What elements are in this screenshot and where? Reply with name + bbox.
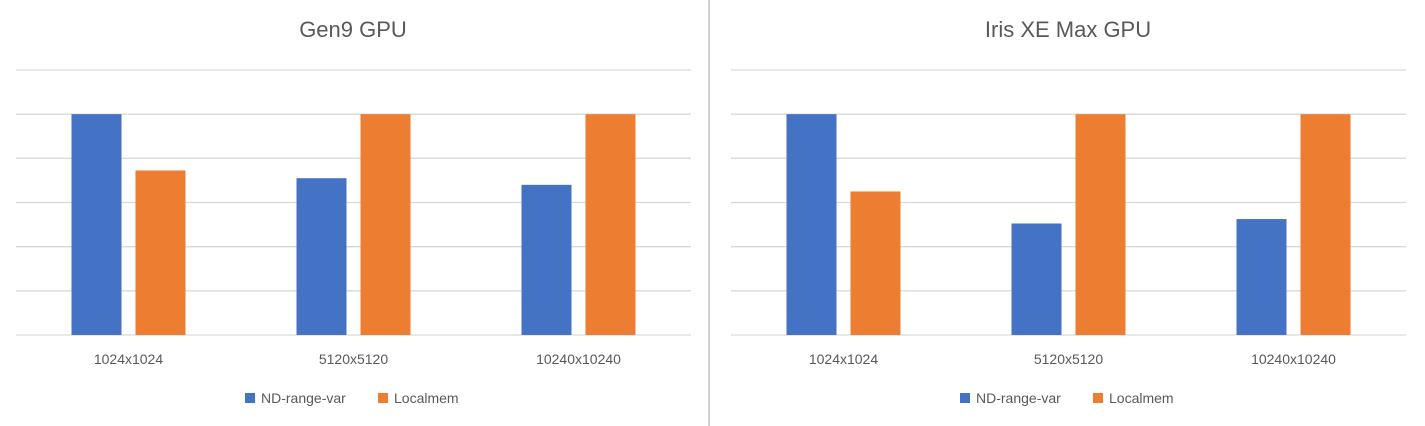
legend-swatch-nd-range-var xyxy=(960,393,970,403)
legend-label-localmem: Localmem xyxy=(1109,390,1174,406)
bar-nd-range-var-10240x10240 xyxy=(521,184,572,335)
legend-label-nd-range-var: ND-range-var xyxy=(976,390,1061,406)
bar-localmem-10240x10240 xyxy=(1300,114,1351,336)
x-tick-label: 1024x1024 xyxy=(94,351,164,367)
bar-nd-range-var-5120x5120 xyxy=(1011,223,1062,335)
x-tick-label: 5120x5120 xyxy=(1034,351,1104,367)
x-tick-labels: 1024x1024 5120x5120 10240x10240 xyxy=(94,351,621,367)
bar-nd-range-var-5120x5120 xyxy=(296,178,347,335)
x-tick-labels: 1024x1024 5120x5120 10240x10240 xyxy=(809,351,1336,367)
chart-title: Iris XE Max GPU xyxy=(985,17,1151,42)
legend-swatch-localmem xyxy=(1093,393,1103,403)
bar-localmem-10240x10240 xyxy=(585,114,636,336)
bar-localmem-1024x1024 xyxy=(135,170,186,335)
legend-swatch-nd-range-var xyxy=(245,393,255,403)
bars xyxy=(786,114,1351,336)
legend-label-nd-range-var: ND-range-var xyxy=(261,390,346,406)
bar-localmem-1024x1024 xyxy=(850,191,901,335)
legend-swatch-localmem xyxy=(378,393,388,403)
legend-label-localmem: Localmem xyxy=(394,390,459,406)
chart-title: Gen9 GPU xyxy=(299,17,407,42)
chart-gen9: Gen9 GPU 1024x1024 5120x5120 10240x10240 N… xyxy=(16,17,691,406)
x-tick-label: 10240x10240 xyxy=(1251,351,1336,367)
x-tick-label: 1024x1024 xyxy=(809,351,879,367)
gridlines xyxy=(16,69,691,336)
x-tick-label: 5120x5120 xyxy=(319,351,389,367)
x-tick-label: 10240x10240 xyxy=(536,351,621,367)
gridlines xyxy=(731,69,1406,336)
bars xyxy=(71,114,636,336)
bar-localmem-5120x5120 xyxy=(360,114,411,336)
bar-nd-range-var-1024x1024 xyxy=(786,114,837,336)
bar-nd-range-var-10240x10240 xyxy=(1236,219,1287,335)
legend: ND-range-var Localmem xyxy=(245,390,459,406)
bar-localmem-5120x5120 xyxy=(1075,114,1126,336)
chart-iris-xe-max: Iris XE Max GPU 1024x1024 5120x5120 10240x… xyxy=(731,17,1406,406)
legend: ND-range-var Localmem xyxy=(960,390,1174,406)
bar-nd-range-var-1024x1024 xyxy=(71,114,122,336)
